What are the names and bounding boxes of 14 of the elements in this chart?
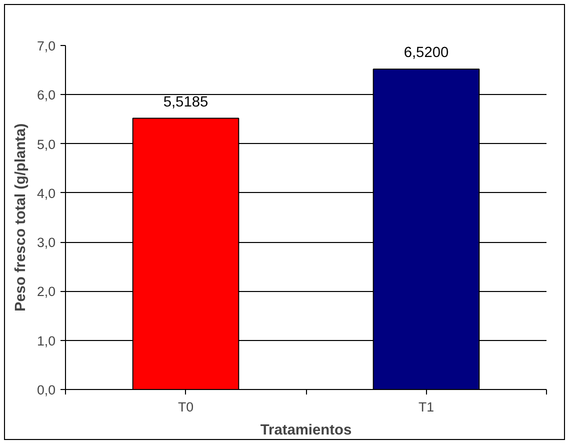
- x-tick-label: T1: [418, 400, 434, 414]
- y-tick-label: 2,0: [36, 284, 56, 300]
- data-label: 5,5185: [163, 94, 208, 110]
- x-tick-label: T0: [178, 400, 194, 414]
- y-tick-label: 5,0: [36, 136, 56, 152]
- y-tick-label: 6,0: [36, 88, 56, 103]
- y-tick-label: 3,0: [36, 235, 56, 250]
- x-axis-title: Tratamientos: [260, 422, 352, 438]
- y-tick-label: 7,0: [36, 38, 56, 54]
- data-label: 6,5200: [404, 45, 449, 62]
- y-tick-label: 0,0: [36, 382, 56, 398]
- y-tick-label: 4,0: [36, 186, 56, 201]
- y-tick-label: 1,0: [36, 333, 56, 348]
- y-axis-title: Peso fresco total (g/planta): [12, 123, 29, 312]
